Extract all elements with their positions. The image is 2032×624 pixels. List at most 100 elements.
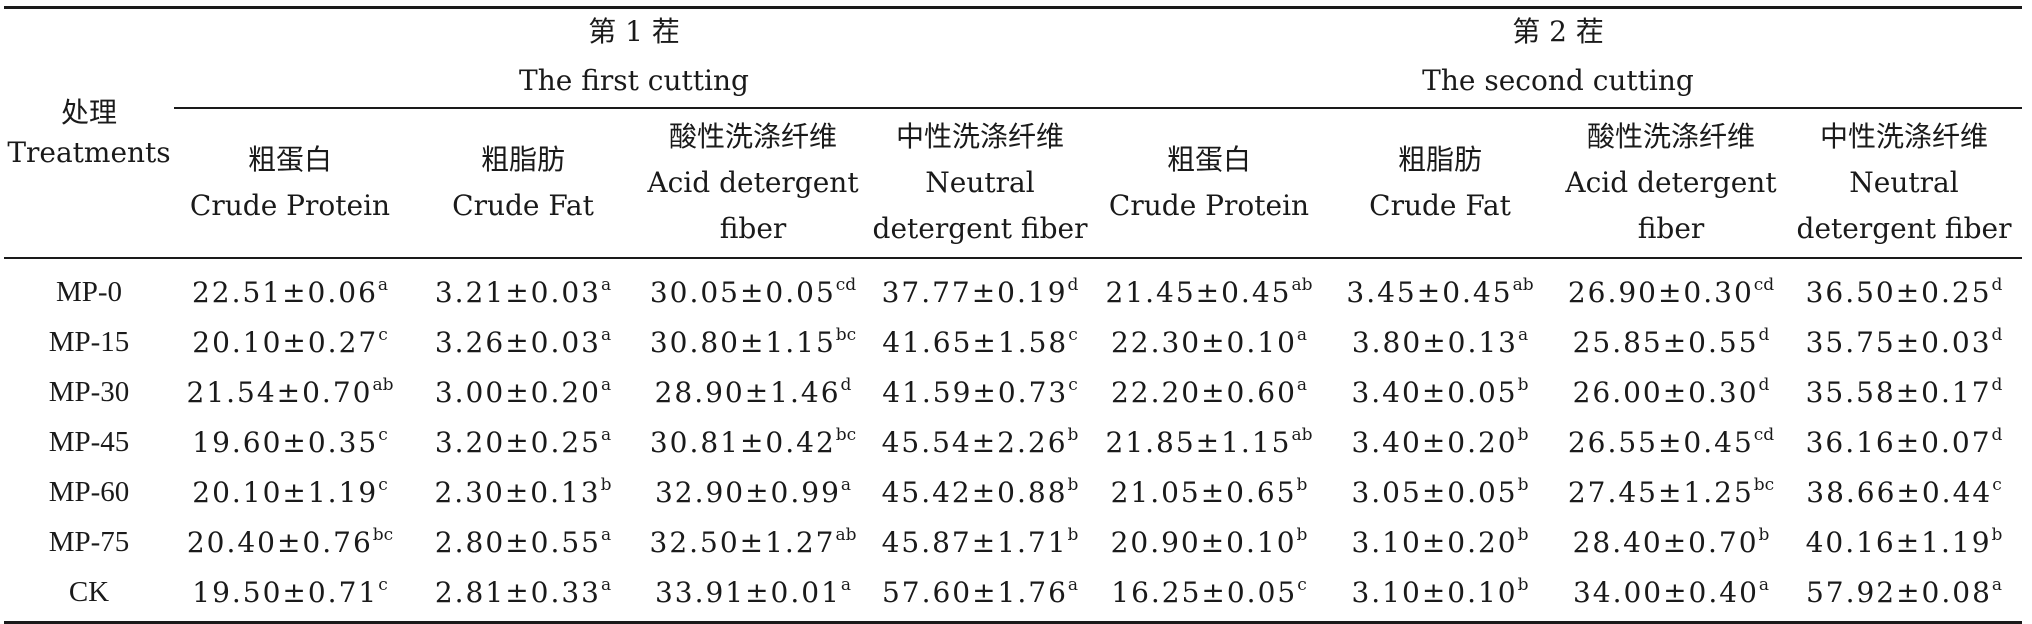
table-cell: 57.60±1.76a bbox=[866, 567, 1094, 617]
table-cell: 19.50±0.71c bbox=[174, 567, 406, 617]
significance-letter: a bbox=[1758, 574, 1770, 595]
table-cell: 2.30±0.13b bbox=[406, 467, 640, 517]
cell-value: 20.10±0.27 bbox=[192, 325, 379, 359]
significance-letter: b bbox=[1067, 474, 1079, 495]
column-header-en2: fiber bbox=[1637, 212, 1705, 245]
table-cell: 3.80±0.13a bbox=[1324, 317, 1556, 367]
table-cell: 22.30±0.10a bbox=[1094, 317, 1324, 367]
significance-letter: d bbox=[1758, 374, 1770, 395]
table-cell: 22.20±0.60a bbox=[1094, 367, 1324, 417]
significance-letter: b bbox=[1067, 424, 1079, 445]
column-header: 酸性洗涤纤维 Acid detergent fiber bbox=[640, 108, 866, 258]
table-row: MP-0 22.51±0.06a 3.21±0.03a 30.05±0.05cd 37.… bbox=[4, 258, 2022, 317]
significance-letter: ab bbox=[372, 374, 394, 395]
table-body: MP-0 22.51±0.06a 3.21±0.03a 30.05±0.05cd 37.… bbox=[4, 258, 2022, 617]
column-header-row: 粗蛋白 Crude Protein 粗脂肪 Crude Fat 酸性洗涤纤维 Acid d… bbox=[4, 108, 2022, 258]
cell-value: 21.85±1.15 bbox=[1105, 425, 1292, 459]
significance-letter: a bbox=[601, 424, 612, 445]
cell-value: 22.51±0.06 bbox=[191, 275, 378, 309]
table-cell: 3.40±0.05b bbox=[1324, 367, 1556, 417]
significance-letter: a bbox=[601, 274, 612, 295]
cell-value: 41.59±0.73 bbox=[882, 375, 1069, 409]
table-cell: 20.90±0.10b bbox=[1094, 517, 1324, 567]
cell-value: 27.45±1.25 bbox=[1567, 475, 1754, 509]
row-treatment-label: MP-45 bbox=[48, 425, 130, 458]
cell-value: 19.60±0.35 bbox=[192, 425, 379, 459]
cell-value: 37.77±0.19 bbox=[881, 275, 1068, 309]
row-treatment-label: CK bbox=[68, 575, 110, 608]
table-row: MP-75 20.40±0.76bc 2.80±0.55a 32.50±1.27ab 4… bbox=[4, 517, 2022, 567]
table-cell: 22.51±0.06a bbox=[174, 258, 406, 317]
column-header-cn: 粗脂肪 bbox=[480, 143, 565, 176]
column-header: 中性洗涤纤维 Neutral detergent fiber bbox=[866, 108, 1094, 258]
significance-letter: b bbox=[1991, 524, 2003, 545]
significance-letter: b bbox=[1067, 524, 1079, 545]
cell-value: 3.05±0.05 bbox=[1351, 475, 1518, 509]
group-header-first-en: The first cutting bbox=[174, 55, 1094, 109]
significance-letter: d bbox=[1991, 274, 2003, 295]
table-cell: 21.05±0.65b bbox=[1094, 467, 1324, 517]
significance-letter: a bbox=[840, 474, 852, 495]
table-cell: 3.05±0.05b bbox=[1324, 467, 1556, 517]
column-header: 酸性洗涤纤维 Acid detergent fiber bbox=[1556, 108, 1786, 258]
table-cell: 3.20±0.25a bbox=[406, 417, 640, 467]
cell-value: 3.80±0.13 bbox=[1351, 325, 1518, 359]
table-cell: 28.90±1.46d bbox=[640, 367, 866, 417]
cell-value: 32.50±1.27 bbox=[649, 525, 836, 559]
column-header-en2: detergent fiber bbox=[1796, 212, 2012, 245]
table-cell: 20.10±0.27c bbox=[174, 317, 406, 367]
cell-value: 3.26±0.03 bbox=[434, 325, 601, 359]
cell-value: 16.25±0.05 bbox=[1111, 575, 1298, 609]
significance-letter: b bbox=[1517, 374, 1529, 395]
significance-letter: cd bbox=[1753, 424, 1775, 445]
significance-letter: c bbox=[1068, 374, 1078, 395]
significance-letter: bc bbox=[835, 424, 857, 445]
cell-value: 3.45±0.45 bbox=[1346, 275, 1513, 309]
table-cell: 36.16±0.07d bbox=[1786, 417, 2022, 467]
column-header-cn: 粗蛋白 bbox=[1166, 143, 1251, 176]
significance-letter: a bbox=[1296, 324, 1308, 345]
table-cell: 3.26±0.03a bbox=[406, 317, 640, 367]
significance-letter: a bbox=[1296, 374, 1308, 395]
cell-value: 26.55±0.45 bbox=[1567, 425, 1754, 459]
column-header-en1: Crude Protein bbox=[1108, 189, 1310, 222]
table-row: MP-15 20.10±0.27c 3.26±0.03a 30.80±1.15bc 41… bbox=[4, 317, 2022, 367]
table-cell: 40.16±1.19b bbox=[1786, 517, 2022, 567]
significance-letter: a bbox=[601, 324, 612, 345]
cell-value: 25.85±0.55 bbox=[1572, 325, 1759, 359]
cell-value: 45.42±0.88 bbox=[881, 475, 1068, 509]
column-header-cn: 中性洗涤纤维 bbox=[895, 120, 1064, 153]
significance-letter: c bbox=[378, 424, 388, 445]
column-header: 中性洗涤纤维 Neutral detergent fiber bbox=[1786, 108, 2022, 258]
cell-value: 35.58±0.17 bbox=[1805, 375, 1992, 409]
significance-letter: bc bbox=[835, 324, 857, 345]
cell-value: 28.40±0.70 bbox=[1572, 525, 1759, 559]
cell-value: 57.60±1.76 bbox=[881, 575, 1068, 609]
significance-letter: a bbox=[601, 374, 612, 395]
significance-letter: c bbox=[1068, 324, 1078, 345]
cell-value: 36.16±0.07 bbox=[1805, 425, 1992, 459]
column-header-en1: Acid detergent bbox=[1565, 166, 1777, 199]
cell-value: 21.54±0.70 bbox=[186, 375, 373, 409]
significance-letter: b bbox=[1517, 524, 1529, 545]
cell-value: 3.40±0.20 bbox=[1351, 425, 1518, 459]
significance-letter: ab bbox=[1512, 274, 1534, 295]
row-treatment-label: MP-75 bbox=[48, 525, 130, 558]
significance-letter: b bbox=[1517, 574, 1529, 595]
table-cell: 41.65±1.58c bbox=[866, 317, 1094, 367]
table-cell: 20.10±1.19c bbox=[174, 467, 406, 517]
column-header: 粗脂肪 Crude Fat bbox=[1324, 108, 1556, 258]
table-cell: 19.60±0.35c bbox=[174, 417, 406, 467]
column-header-en1: Neutral bbox=[925, 166, 1035, 199]
significance-letter: b bbox=[1296, 474, 1308, 495]
column-header-cn: 粗蛋白 bbox=[247, 143, 332, 176]
significance-letter: c bbox=[378, 574, 388, 595]
significance-letter: d bbox=[840, 374, 852, 395]
table-row: MP-60 20.10±1.19c 2.30±0.13b 32.90±0.99a 45.… bbox=[4, 467, 2022, 517]
significance-letter: b bbox=[1758, 524, 1770, 545]
table-row: MP-30 21.54±0.70ab 3.00±0.20a 28.90±1.46d 41… bbox=[4, 367, 2022, 417]
cell-value: 35.75±0.03 bbox=[1805, 325, 1992, 359]
cell-value: 22.20±0.60 bbox=[1110, 375, 1297, 409]
cell-value: 41.65±1.58 bbox=[882, 325, 1069, 359]
cell-value: 45.87±1.71 bbox=[881, 525, 1068, 559]
